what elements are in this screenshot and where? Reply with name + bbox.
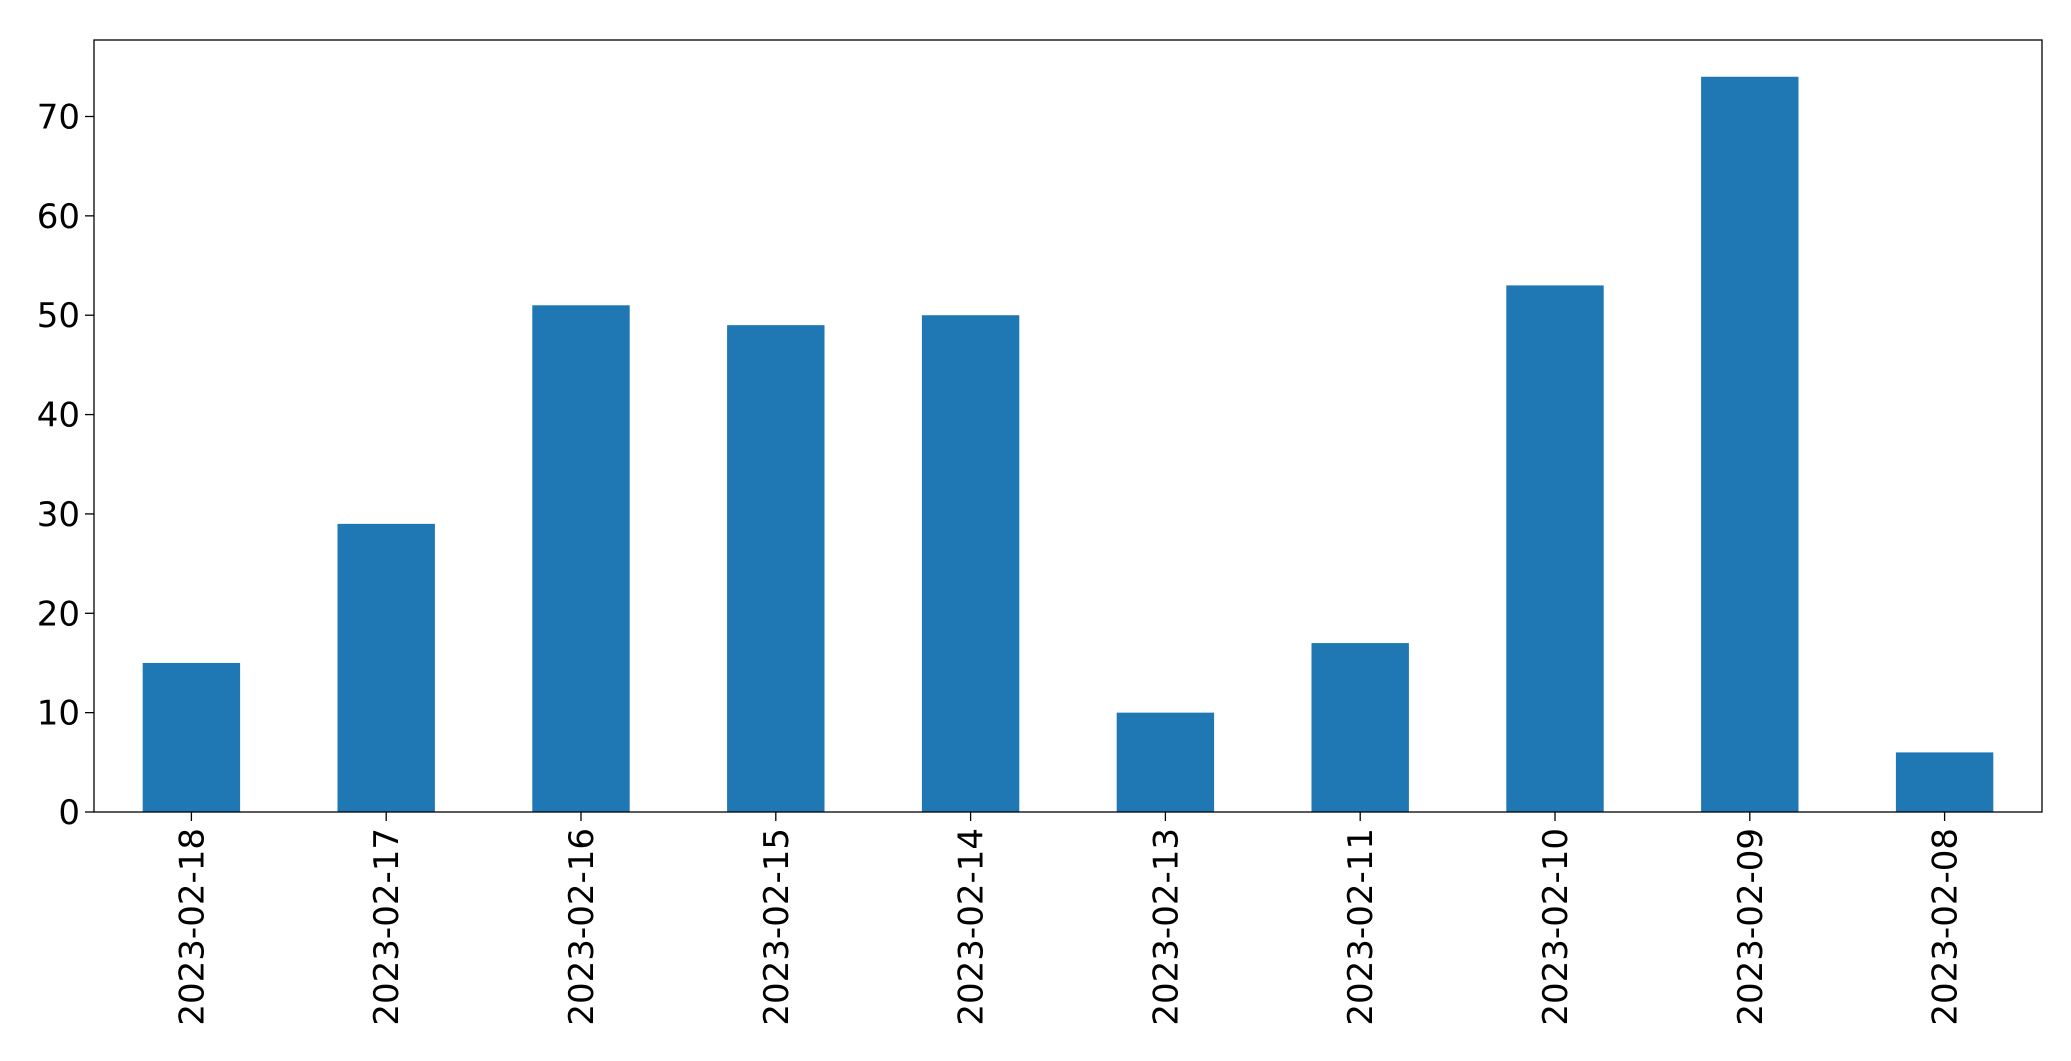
y-tick-label: 60 (37, 197, 80, 237)
bar (337, 523, 435, 812)
x-tick-label: 2023-02-16 (562, 828, 602, 1026)
bar (727, 325, 825, 812)
x-tick-label: 2023-02-14 (952, 828, 992, 1026)
bar (1116, 712, 1215, 812)
bar (1311, 643, 1409, 812)
y-tick-label: 70 (37, 98, 80, 138)
y-tick-label: 10 (37, 694, 80, 734)
x-tick-label: 2023-02-18 (172, 828, 212, 1026)
bar (1701, 76, 1799, 812)
x-tick-label: 2023-02-15 (757, 828, 797, 1026)
bar (1895, 752, 1994, 812)
x-tick-label: 2023-02-17 (367, 828, 407, 1026)
x-tick-label: 2023-02-13 (1146, 828, 1186, 1026)
y-tick-label: 50 (37, 296, 80, 336)
x-tick-label: 2023-02-10 (1536, 828, 1576, 1026)
y-tick-label: 0 (58, 793, 80, 833)
x-tick-label: 2023-02-08 (1926, 828, 1966, 1026)
bar (532, 305, 630, 812)
y-tick-label: 30 (37, 495, 80, 535)
bar (142, 662, 241, 812)
plot-frame (93, 39, 2043, 813)
bar (921, 315, 1020, 812)
y-tick-label: 20 (37, 594, 80, 634)
x-tick-label: 2023-02-11 (1341, 828, 1381, 1026)
y-tick-label: 40 (37, 396, 80, 436)
bar (1506, 285, 1604, 813)
x-tick-label: 2023-02-09 (1731, 828, 1771, 1026)
